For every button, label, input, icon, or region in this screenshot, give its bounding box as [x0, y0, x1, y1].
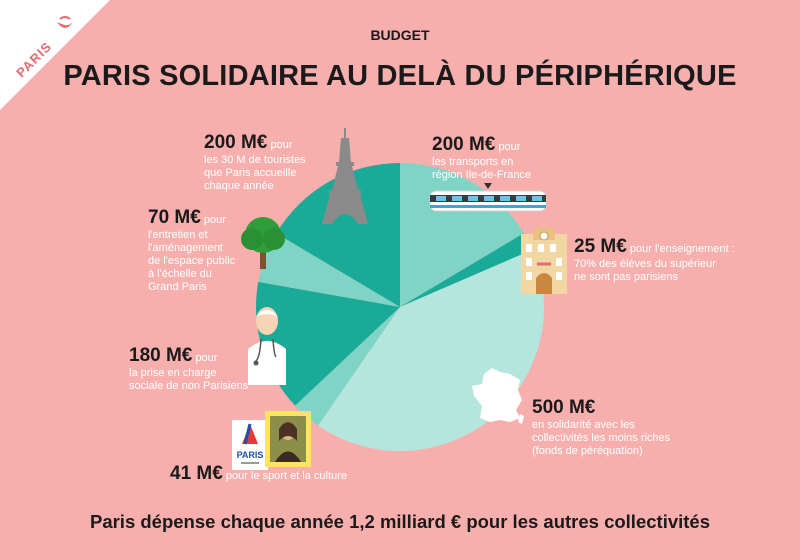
pour-espace: pour	[203, 214, 226, 226]
pour-sociale: pour	[195, 352, 218, 364]
amount-espace: 70 M€	[148, 207, 201, 228]
desc-touristes-1: les 30 M de touristes	[204, 154, 306, 166]
olympic-logo-icon: PARIS	[232, 420, 268, 470]
pie-slice-6	[276, 163, 400, 307]
tree-icon	[241, 217, 285, 269]
amount-touristes: 200 M€	[204, 132, 268, 153]
label-sociale: 180 M€ pour la prise en charge sociale d…	[129, 345, 269, 393]
desc-espace-2: l'aménagement	[148, 242, 223, 254]
desc-espace-3: de l'espace public	[148, 255, 236, 267]
desc-enseignement-1: 70% des élèves du supérieur	[574, 258, 716, 270]
label-transports: 200 M€ pour les transports en région Ile…	[432, 134, 562, 182]
pie-slice-4	[256, 281, 400, 406]
desc-espace-1: l'entretien et	[148, 229, 208, 241]
amount-transports: 200 M€	[432, 134, 496, 155]
desc-perequation-1: en solidarité avec les	[532, 419, 635, 431]
paris-logo-icon	[57, 16, 73, 28]
label-touristes: 200 M€ pour les 30 M de touristes que Pa…	[204, 132, 322, 193]
tram-icon	[429, 183, 547, 212]
desc-perequation-2: collectivités les moins riches	[532, 432, 671, 444]
desc-espace-4: à l'échelle du	[148, 268, 212, 280]
desc-sociale-2: sociale de non Parisiens	[129, 380, 249, 392]
france-map-icon	[472, 368, 524, 424]
page-title: PARIS SOLIDAIRE AU DELÀ DU PÉRIPHÉRIQUE	[63, 60, 737, 92]
svg-text:PARIS: PARIS	[237, 450, 264, 460]
footer-summary: Paris dépense chaque année 1,2 milliard …	[89, 511, 710, 532]
desc-espace-5: Grand Paris	[148, 281, 207, 293]
amount-enseignement: 25 M€	[574, 236, 627, 257]
label-perequation: 500 M€ en solidarité avec les collectivi…	[532, 397, 712, 458]
amount-perequation: 500 M€	[532, 397, 596, 418]
corner-banner	[0, 0, 110, 110]
amount-sociale: 180 M€	[129, 345, 193, 366]
eiffel-tower-icon	[322, 128, 368, 224]
pie-slice-5	[258, 233, 400, 307]
pie-slice-3	[295, 307, 400, 426]
label-enseignement: 25 M€ pour l'enseignement : 70% des élèv…	[574, 236, 774, 284]
pour-sport: pour le sport et la culture	[225, 470, 347, 482]
desc-sociale-1: la prise en charge	[129, 367, 217, 379]
pour-transports: pour	[498, 141, 521, 153]
pie-slice-1	[400, 233, 533, 307]
label-espace: 70 M€ pour l'entretien et l'aménagement …	[148, 207, 248, 294]
mona-lisa-painting-icon	[265, 411, 311, 467]
doctor-icon	[248, 307, 286, 385]
pour-enseignement: pour l'enseignement :	[629, 243, 735, 255]
label-sport: 41 M€ pour le sport et la culture	[170, 463, 410, 485]
desc-perequation-3: (fonds de péréquation)	[532, 445, 643, 457]
pour-touristes: pour	[270, 139, 293, 151]
school-building-icon	[521, 228, 567, 294]
desc-transports-2: région Ile-de-France	[432, 169, 532, 181]
desc-touristes-2: que Paris accueille	[204, 167, 297, 179]
desc-transports-1: les transports en	[432, 156, 514, 168]
amount-sport: 41 M€	[170, 463, 223, 484]
desc-enseignement-2: ne sont pas parisiens	[574, 271, 678, 283]
desc-touristes-3: chaque année	[204, 180, 274, 192]
kicker: BUDGET	[370, 27, 430, 43]
